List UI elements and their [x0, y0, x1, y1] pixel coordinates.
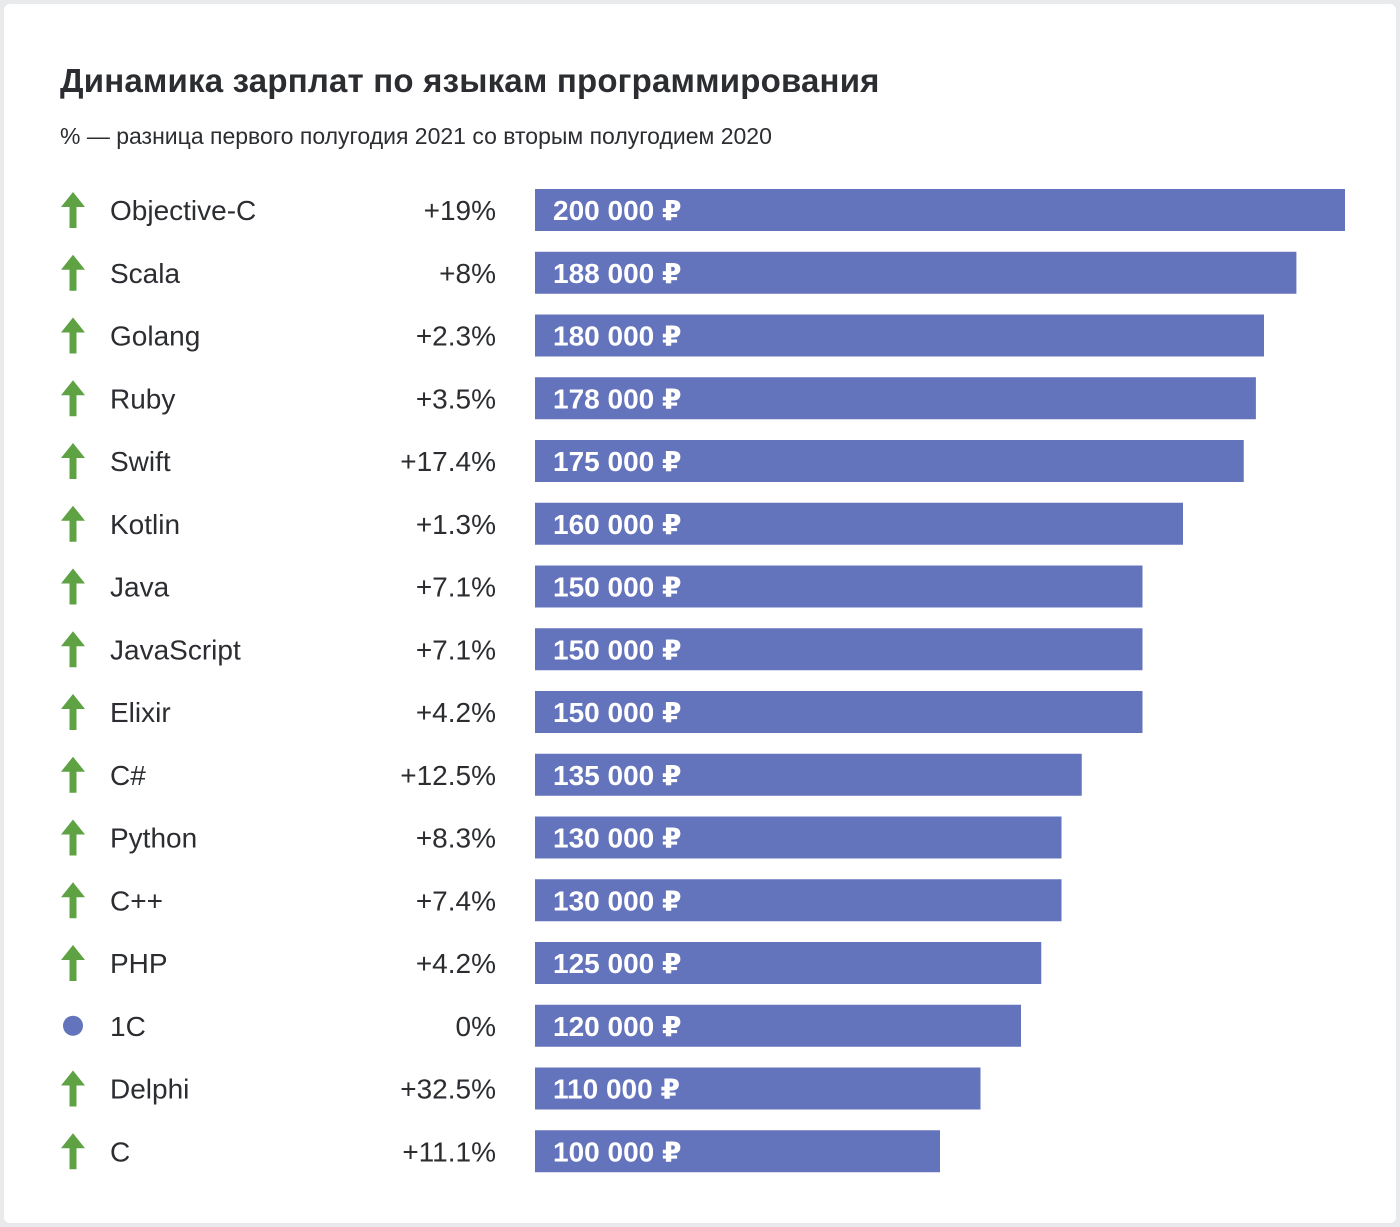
category-label: Delphi	[110, 1074, 189, 1105]
chart-row: Scala +8% 188 000 ₽	[61, 251, 1297, 294]
arrow-up-icon	[61, 1070, 85, 1107]
category-label: Swift	[110, 446, 171, 477]
category-label: C++	[110, 885, 163, 916]
category-label: Ruby	[110, 383, 175, 414]
change-percent-label: +32.5%	[400, 1074, 496, 1105]
change-percent-label: +3.5%	[416, 383, 496, 414]
salary-value-label: 120 000 ₽	[553, 1011, 681, 1042]
chart-row: PHP +4.2% 125 000 ₽	[61, 942, 1042, 984]
salary-bar	[535, 1067, 981, 1110]
change-percent-label: +7.1%	[416, 634, 496, 665]
salary-value-label: 180 000 ₽	[553, 321, 681, 352]
salary-bar	[535, 440, 1244, 482]
arrow-up-icon	[61, 443, 85, 479]
salary-value-label: 150 000 ₽	[553, 572, 681, 603]
arrow-up-icon	[61, 819, 85, 856]
dot-icon	[63, 1015, 83, 1036]
salary-value-label: 110 000 ₽	[553, 1074, 680, 1105]
change-percent-label: +1.3%	[416, 509, 496, 540]
chart-row: Delphi +32.5% 110 000 ₽	[61, 1067, 981, 1110]
salary-value-label: 130 000 ₽	[553, 823, 681, 854]
salary-value-label: 130 000 ₽	[553, 885, 681, 916]
category-label: Golang	[110, 321, 200, 352]
chart-row: Kotlin +1.3% 160 000 ₽	[61, 502, 1183, 545]
change-percent-label: +7.4%	[416, 885, 496, 916]
chart-row: Elixir +4.2% 150 000 ₽	[61, 691, 1143, 733]
chart-row: Java +7.1% 150 000 ₽	[61, 565, 1143, 608]
chart-row: JavaScript +7.1% 150 000 ₽	[61, 628, 1143, 671]
category-label: C#	[110, 760, 146, 791]
change-percent-label: +7.1%	[416, 572, 496, 603]
change-percent-label: +8%	[439, 258, 496, 289]
chart-row: C++ +7.4% 130 000 ₽	[61, 879, 1062, 922]
change-percent-label: 0%	[456, 1011, 496, 1042]
chart-row: C +11.1% 100 000 ₽	[61, 1130, 940, 1173]
category-label: Python	[110, 823, 197, 854]
salary-bar	[535, 816, 1062, 859]
salary-bar	[535, 189, 1345, 231]
change-percent-label: +17.4%	[400, 446, 496, 477]
chart-row: Swift +17.4% 175 000 ₽	[61, 440, 1244, 482]
salary-value-label: 150 000 ₽	[553, 634, 681, 665]
salary-value-label: 200 000 ₽	[553, 195, 681, 226]
salary-value-label: 100 000 ₽	[553, 1136, 681, 1167]
salary-value-label: 188 000 ₽	[553, 258, 681, 289]
chart-subtitle: % — разница первого полугодия 2021 со вт…	[60, 123, 772, 149]
category-label: Kotlin	[110, 509, 180, 540]
change-percent-label: +12.5%	[400, 760, 496, 791]
category-label: Elixir	[110, 697, 171, 728]
change-percent-label: +4.2%	[416, 697, 496, 728]
salary-value-label: 150 000 ₽	[553, 697, 681, 728]
category-label: Objective-C	[110, 195, 256, 226]
salary-value-label: 135 000 ₽	[553, 760, 681, 791]
salary-bar	[535, 753, 1082, 796]
arrow-up-icon	[61, 945, 85, 981]
arrow-up-icon	[61, 631, 85, 668]
arrow-up-icon	[61, 1133, 85, 1170]
arrow-up-icon	[61, 505, 85, 542]
category-label: Scala	[110, 258, 180, 289]
arrow-up-icon	[61, 756, 85, 793]
category-label: C	[110, 1136, 130, 1167]
arrow-up-icon	[61, 317, 85, 354]
category-label: Java	[110, 572, 170, 603]
salary-bar	[535, 314, 1264, 357]
chart-title: Динамика зарплат по языкам программирова…	[60, 62, 880, 99]
salary-bar	[535, 1130, 940, 1173]
change-percent-label: +11.1%	[402, 1136, 496, 1167]
salary-bar	[535, 251, 1297, 294]
change-percent-label: +8.3%	[416, 823, 496, 854]
salary-bar	[535, 942, 1042, 984]
arrow-up-icon	[61, 568, 85, 605]
chart-row: Ruby +3.5% 178 000 ₽	[61, 377, 1256, 420]
arrow-up-icon	[61, 380, 85, 417]
change-percent-label: +4.2%	[416, 948, 496, 979]
chart-row: Python +8.3% 130 000 ₽	[61, 816, 1062, 859]
chart-row: Golang +2.3% 180 000 ₽	[61, 314, 1264, 357]
category-label: JavaScript	[110, 634, 241, 665]
salary-bar	[535, 377, 1256, 420]
change-percent-label: +2.3%	[416, 321, 496, 352]
salary-value-label: 178 000 ₽	[553, 383, 681, 414]
salary-bar	[535, 628, 1143, 671]
change-percent-label: +19%	[424, 195, 496, 226]
salary-bar	[535, 1004, 1021, 1047]
category-label: 1C	[110, 1011, 146, 1042]
chart-row: 1C 0% 120 000 ₽	[63, 1004, 1021, 1047]
salary-value-label: 160 000 ₽	[553, 509, 681, 540]
salary-value-label: 175 000 ₽	[553, 446, 681, 477]
arrow-up-icon	[61, 882, 85, 919]
salary-bar	[535, 502, 1183, 545]
salary-bar	[535, 565, 1143, 608]
arrow-up-icon	[61, 694, 85, 730]
salary-value-label: 125 000 ₽	[553, 948, 681, 979]
salary-bar	[535, 879, 1062, 922]
chart-row: C# +12.5% 135 000 ₽	[61, 753, 1082, 796]
arrow-up-icon	[61, 192, 85, 228]
chart-row: Objective-C +19% 200 000 ₽	[61, 189, 1345, 231]
arrow-up-icon	[61, 254, 85, 291]
category-label: PHP	[110, 948, 168, 979]
salary-bar	[535, 691, 1143, 733]
